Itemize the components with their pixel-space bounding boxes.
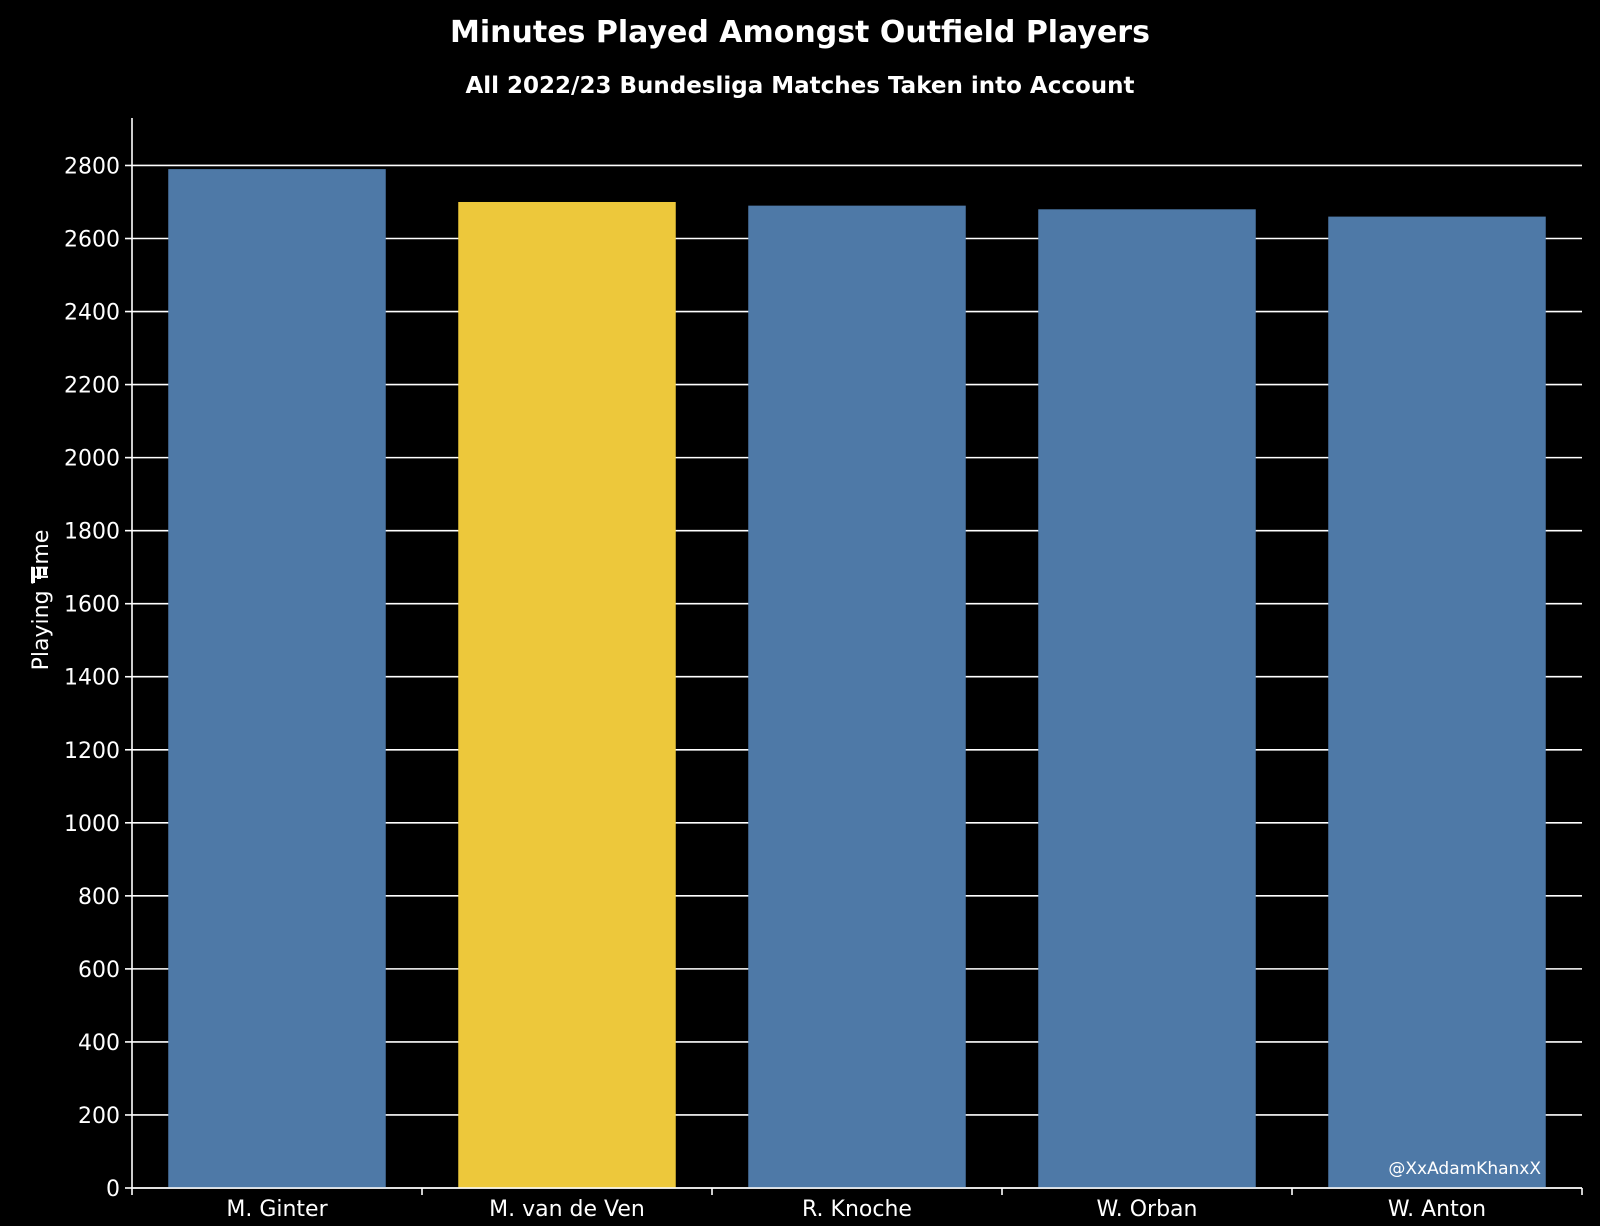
chart-title: Minutes Played Amongst Outfield Players (450, 15, 1150, 50)
bar-w-orban[interactable] (1038, 209, 1256, 1188)
x-tick-label: W. Orban (1097, 1197, 1198, 1222)
chart-subtitle: All 2022/23 Bundesliga Matches Taken int… (465, 73, 1134, 99)
bars (168, 169, 1546, 1189)
x-tick-label: M. Ginter (226, 1197, 328, 1222)
bar-m-ginter[interactable] (168, 169, 386, 1188)
x-tick-label: W. Anton (1388, 1197, 1486, 1222)
y-tick-label: 2600 (64, 228, 120, 253)
sort-descending-icon[interactable] (31, 567, 47, 583)
y-tick-label: 1000 (64, 812, 120, 837)
bar-r-knoche[interactable] (748, 205, 966, 1189)
y-tick-label: 2000 (64, 447, 120, 472)
y-axis-title: Playing Time (29, 530, 54, 671)
y-tick-label: 1400 (64, 666, 120, 691)
watermark: @XxAdamKhanxX (1388, 1159, 1541, 1179)
y-axis-title-group: Playing Time (29, 530, 54, 671)
y-tick-label: 800 (78, 885, 120, 910)
y-tick-label: 2200 (64, 374, 120, 399)
x-axis-ticks: M. Ginter M. van de Ven R. Knoche W. Orban W… (131, 1188, 1583, 1222)
y-tick-label: 600 (78, 958, 120, 983)
y-tick-label: 400 (78, 1031, 120, 1056)
y-axis-ticks: 0 200 400 600 800 1000 1200 1400 1600 1800 2000 220… (64, 154, 132, 1202)
y-tick-label: 0 (106, 1177, 120, 1202)
x-tick-label: R. Knoche (802, 1197, 912, 1222)
y-tick-label: 2400 (64, 301, 120, 326)
y-tick-label: 1800 (64, 520, 120, 545)
y-tick-label: 2800 (64, 154, 120, 179)
y-tick-label: 1600 (64, 593, 120, 618)
x-tick-label: M. van de Ven (489, 1197, 645, 1222)
y-tick-label: 1200 (64, 739, 120, 764)
bar-m-van-de-ven[interactable] (458, 201, 676, 1189)
bar-w-anton[interactable] (1328, 216, 1546, 1188)
y-tick-label: 200 (78, 1104, 120, 1129)
